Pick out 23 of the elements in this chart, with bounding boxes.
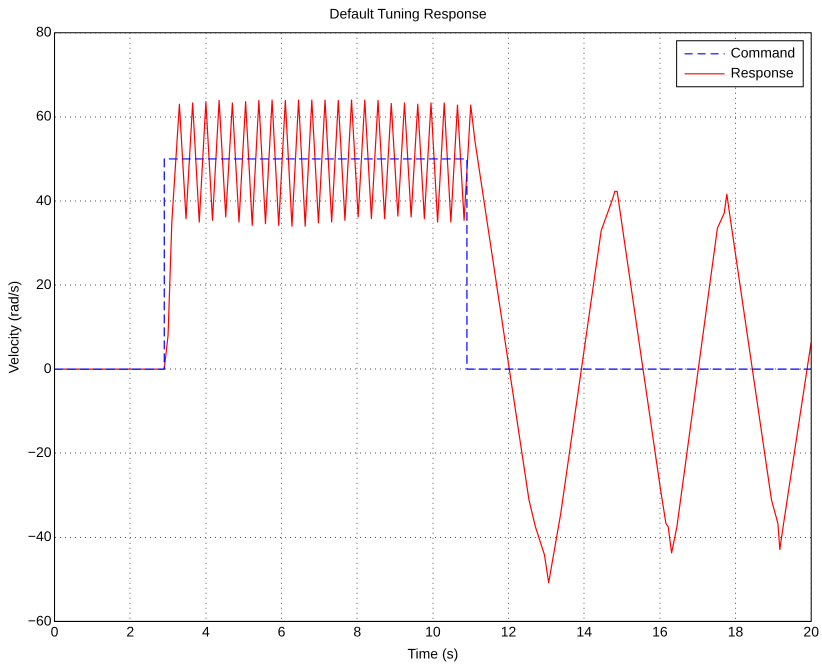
chart-title: Default Tuning Response <box>329 5 487 22</box>
legend-label: Command <box>730 44 796 61</box>
x-tick-label: 18 <box>728 624 744 640</box>
x-tick-label: 6 <box>278 624 286 640</box>
y-tick-label: 0 <box>44 360 52 376</box>
x-tick-label: 8 <box>353 624 362 640</box>
y-tick-label: 40 <box>36 192 52 208</box>
x-tick-label: 12 <box>500 624 517 640</box>
y-axis-title: Velocity (rad/s) <box>5 280 22 374</box>
x-tick-label: 10 <box>425 624 441 640</box>
x-tick-label: 2 <box>126 624 134 640</box>
x-tick-label: 4 <box>202 624 210 640</box>
y-tick-label: −40 <box>28 528 52 544</box>
y-tick-label: 80 <box>36 24 52 40</box>
y-tick-label: 60 <box>36 108 52 124</box>
y-tick-label: 20 <box>36 276 52 292</box>
legend-label: Response <box>730 64 794 81</box>
y-tick-label: −60 <box>28 612 52 628</box>
x-tick-label: 14 <box>576 624 592 640</box>
x-axis-title: Time (s) <box>407 645 458 662</box>
x-tick-label: 20 <box>803 624 820 640</box>
y-tick-label: −20 <box>28 444 52 460</box>
x-tick-label: 16 <box>652 624 668 640</box>
